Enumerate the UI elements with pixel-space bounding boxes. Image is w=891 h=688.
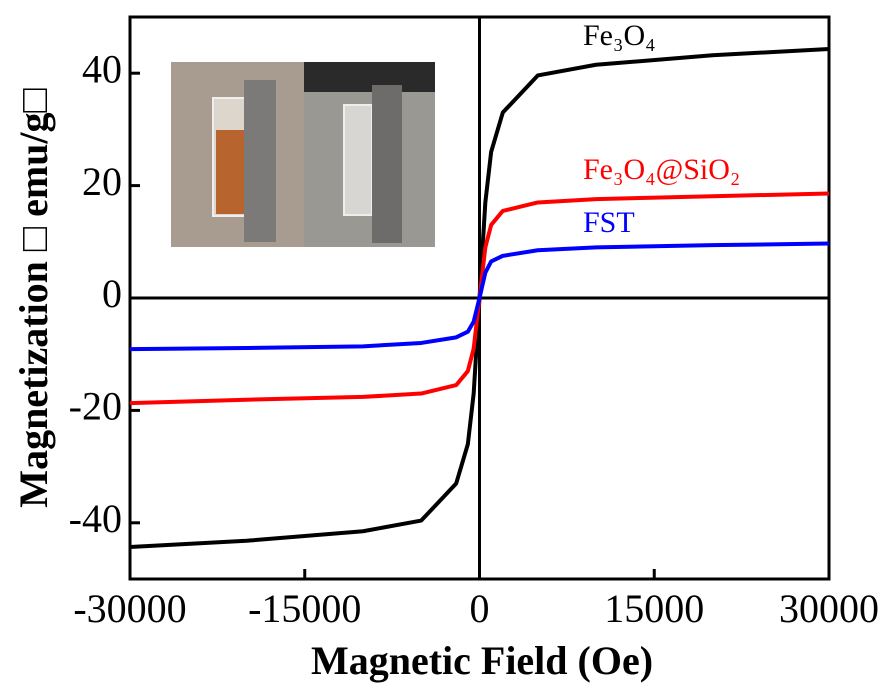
x-axis-label: Magnetic Field (Oe) xyxy=(311,638,653,683)
x-tick-label: 15000 xyxy=(604,586,704,631)
y-axis-label: Magnetization □ emu/g□ xyxy=(11,88,56,507)
y-tick-label: 0 xyxy=(102,271,122,316)
x-tick-label: -15000 xyxy=(248,586,361,631)
y-tick-label: 40 xyxy=(82,46,122,91)
x-tick-label: 0 xyxy=(470,586,490,631)
y-tick-label: -20 xyxy=(69,384,122,429)
x-tick-label: 30000 xyxy=(779,586,879,631)
series-label: FST xyxy=(583,206,635,239)
y-tick-label: 20 xyxy=(82,159,122,204)
series-line xyxy=(129,241,830,352)
series-label: Fe₃O₄ xyxy=(583,19,656,52)
x-tick-label: -30000 xyxy=(73,586,186,631)
y-tick-label: -40 xyxy=(69,496,122,541)
inset-photo xyxy=(171,62,435,247)
series-label: Fe₃O₄@SiO₂ xyxy=(583,153,740,186)
